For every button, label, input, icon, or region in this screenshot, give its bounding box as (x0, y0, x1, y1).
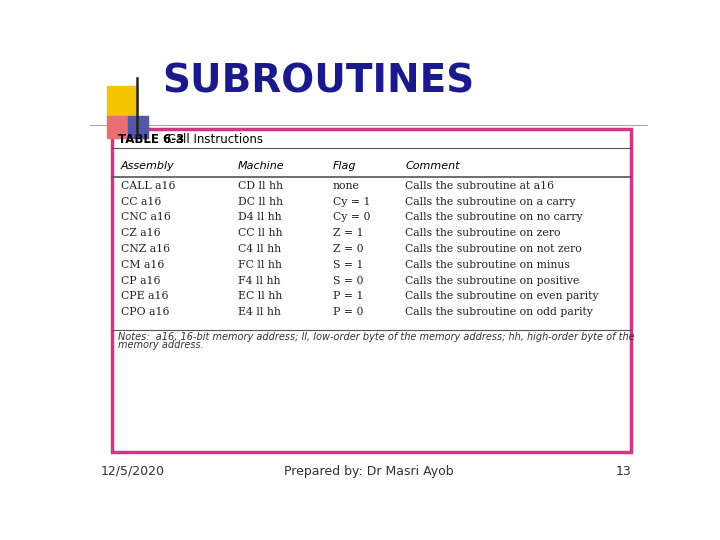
Text: Flag: Flag (333, 161, 356, 171)
Text: P = 1: P = 1 (333, 292, 363, 301)
Text: Calls the subroutine on zero: Calls the subroutine on zero (405, 228, 561, 238)
Text: Notes:  a16, 16-bit memory address; ll, low-order byte of the memory address; hh: Notes: a16, 16-bit memory address; ll, l… (118, 332, 634, 342)
Text: D4 ll hh: D4 ll hh (238, 212, 282, 222)
Text: CP a16: CP a16 (121, 275, 160, 286)
Text: TABLE 6-3: TABLE 6-3 (118, 133, 184, 146)
Text: Calls the subroutine at a16: Calls the subroutine at a16 (405, 181, 554, 191)
Text: CZ a16: CZ a16 (121, 228, 161, 238)
Text: P = 0: P = 0 (333, 307, 363, 317)
Text: Calls the subroutine on positive: Calls the subroutine on positive (405, 275, 580, 286)
Text: none: none (333, 181, 359, 191)
Text: DC ll hh: DC ll hh (238, 197, 283, 207)
Text: CNC a16: CNC a16 (121, 212, 171, 222)
Text: Call Instructions: Call Instructions (160, 133, 263, 146)
Text: Calls the subroutine on odd parity: Calls the subroutine on odd parity (405, 307, 593, 317)
Text: Calls the subroutine on a carry: Calls the subroutine on a carry (405, 197, 576, 207)
Text: CPE a16: CPE a16 (121, 292, 168, 301)
Text: CPO a16: CPO a16 (121, 307, 169, 317)
Text: Prepared by: Dr Masri Ayob: Prepared by: Dr Masri Ayob (284, 465, 454, 478)
Text: Cy = 0: Cy = 0 (333, 212, 370, 222)
Text: Assembly: Assembly (121, 161, 174, 171)
Text: EC ll hh: EC ll hh (238, 292, 282, 301)
Bar (107, 116, 130, 138)
Text: CC ll hh: CC ll hh (238, 228, 282, 238)
Text: Calls the subroutine on even parity: Calls the subroutine on even parity (405, 292, 599, 301)
Text: E4 ll hh: E4 ll hh (238, 307, 281, 317)
Bar (128, 116, 148, 138)
Text: Machine: Machine (238, 161, 284, 171)
Text: Cy = 1: Cy = 1 (333, 197, 370, 207)
Text: 12/5/2020: 12/5/2020 (101, 465, 165, 478)
Text: C4 ll hh: C4 ll hh (238, 244, 281, 254)
Text: FC ll hh: FC ll hh (238, 260, 282, 270)
Text: S = 0: S = 0 (333, 275, 363, 286)
Text: S = 1: S = 1 (333, 260, 363, 270)
Text: F4 ll hh: F4 ll hh (238, 275, 280, 286)
Text: CC a16: CC a16 (121, 197, 161, 207)
Text: memory address.: memory address. (118, 340, 204, 350)
Text: Comment: Comment (405, 161, 460, 171)
Text: CM a16: CM a16 (121, 260, 164, 270)
Bar (112, 129, 631, 453)
Text: CALL a16: CALL a16 (121, 181, 175, 191)
Text: Z = 0: Z = 0 (333, 244, 364, 254)
Text: CNZ a16: CNZ a16 (121, 244, 170, 254)
Text: 13: 13 (616, 465, 631, 478)
Text: Z = 1: Z = 1 (333, 228, 364, 238)
Text: Calls the subroutine on no carry: Calls the subroutine on no carry (405, 212, 583, 222)
Text: Calls the subroutine on not zero: Calls the subroutine on not zero (405, 244, 582, 254)
Text: CD ll hh: CD ll hh (238, 181, 283, 191)
Text: Calls the subroutine on minus: Calls the subroutine on minus (405, 260, 570, 270)
Bar (107, 85, 138, 117)
Text: SUBROUTINES: SUBROUTINES (163, 62, 474, 100)
